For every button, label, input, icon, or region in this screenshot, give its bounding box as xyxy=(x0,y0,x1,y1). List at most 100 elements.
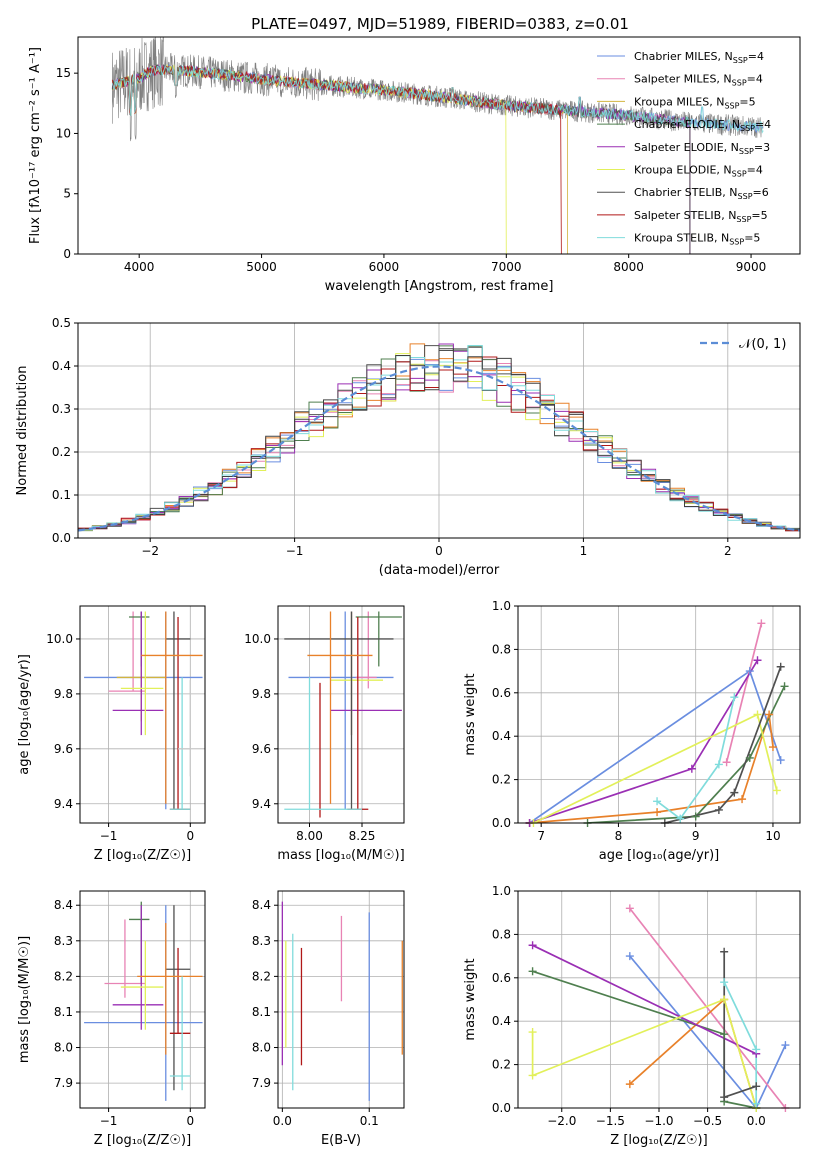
plot-area xyxy=(529,623,786,823)
legend-label: Kroupa MILES, NSSP=5 xyxy=(634,95,756,110)
axes-frame xyxy=(277,890,405,1109)
gaussian-curve xyxy=(78,365,800,532)
plot-area xyxy=(281,901,403,1101)
x-axis-label: age [log₁₀(age/yr)] xyxy=(599,848,720,863)
y-tick-label: 7.9 xyxy=(252,1076,271,1090)
y-tick-label: 9.4 xyxy=(54,797,73,811)
data-point xyxy=(720,995,729,1004)
y-axis-label: Flux [fλ10⁻¹⁷ erg cm⁻² s⁻¹ A⁻¹] xyxy=(28,47,43,244)
x-tick-label: −1 xyxy=(100,1114,118,1128)
y-tick-label: 0.5 xyxy=(52,316,71,330)
data-point xyxy=(691,812,700,821)
residual-histogram xyxy=(78,348,800,533)
y-tick-label: 8.4 xyxy=(54,898,73,912)
x-tick-label: −1 xyxy=(286,544,304,558)
data-point xyxy=(528,967,537,976)
x-tick-label: −1.0 xyxy=(644,1114,673,1128)
y-tick-label: 0.6 xyxy=(492,686,511,700)
y-tick-label: 8.3 xyxy=(54,934,73,948)
data-point xyxy=(776,662,785,671)
y-tick-label: 0.2 xyxy=(492,1058,511,1072)
weight-series xyxy=(656,696,736,820)
weight-series xyxy=(532,970,757,1108)
data-point xyxy=(625,1080,634,1089)
y-tick-label: 8.0 xyxy=(252,1041,271,1055)
data-point xyxy=(714,805,723,814)
y-tick-label: 8.3 xyxy=(252,934,271,948)
x-tick-label: 10 xyxy=(765,829,780,843)
legend-label: Chabrier STELIB, NSSP=6 xyxy=(634,186,769,201)
axes-frame xyxy=(517,890,801,1109)
y-axis-label: age [log₁₀(age/yr)] xyxy=(17,654,32,775)
y-tick-label: 0.4 xyxy=(492,729,511,743)
x-tick-label: 0.0 xyxy=(273,1114,292,1128)
data-point xyxy=(528,1071,537,1080)
data-point xyxy=(752,1082,761,1091)
y-tick-label: 10.0 xyxy=(46,632,73,646)
weight-series xyxy=(629,955,787,1108)
chart-weight_vs_age: 7 8 9 10 0.0 0.2 0.4 0.6 0.8 1.0 age [log₁₀(age/yr… xyxy=(463,599,801,863)
y-tick-label: 9.6 xyxy=(54,742,73,756)
data-point xyxy=(757,619,766,628)
x-tick-label: 1 xyxy=(580,544,588,558)
x-tick-label: 0 xyxy=(435,544,443,558)
data-point xyxy=(752,1099,761,1108)
data-point xyxy=(625,904,634,913)
chart-weight_vs_z: −2.0 −1.5 −1.0 −0.5 0.0 0.0 0.2 0.4 0.6 0.8 1.0 Z [… xyxy=(463,884,801,1148)
axes-frame xyxy=(77,322,801,539)
data-point xyxy=(722,758,731,767)
x-tick-label: 8.00 xyxy=(296,829,323,843)
x-axis-label: mass [log₁₀(M/M☉)] xyxy=(277,848,404,863)
x-axis-label: E(B-V) xyxy=(321,1133,361,1148)
y-tick-label: 10.0 xyxy=(244,632,271,646)
weight-series xyxy=(725,623,763,763)
x-axis-label: (data-model)/error xyxy=(379,563,500,578)
data-point xyxy=(745,753,754,762)
x-tick-label: 6000 xyxy=(369,260,400,274)
x-tick-label: 0.1 xyxy=(360,1114,379,1128)
legend-label: Salpeter STELIB, NSSP=5 xyxy=(634,209,768,224)
y-axis-label: mass weight xyxy=(463,673,478,755)
legend-label: Kroupa STELIB, NSSP=5 xyxy=(634,232,760,247)
y-tick-label: 0 xyxy=(63,247,71,261)
plot-area xyxy=(284,611,402,818)
x-tick-label: −2 xyxy=(141,544,159,558)
y-tick-label: 0.0 xyxy=(492,816,511,830)
x-tick-label: 7000 xyxy=(491,260,522,274)
data-point xyxy=(676,814,685,823)
y-tick-label: 8.4 xyxy=(252,898,271,912)
y-tick-label: 0.0 xyxy=(492,1101,511,1115)
x-tick-label: −2.0 xyxy=(547,1114,576,1128)
plot-area xyxy=(78,343,800,533)
legend-label: Chabrier ELODIE, NSSP=4 xyxy=(634,118,771,133)
y-tick-label: 1.0 xyxy=(492,884,511,898)
y-tick-label: 8.2 xyxy=(252,969,271,983)
axes-frame xyxy=(277,605,405,824)
x-axis-label: Z [log₁₀(Z/Z☉)] xyxy=(94,1133,191,1148)
y-tick-label: 0.0 xyxy=(52,531,71,545)
chart-age_vs_z: −1 0 9.4 9.6 9.8 10.0 Z [log₁₀(Z/Z☉)] age [log₁… xyxy=(17,605,206,863)
legend-label: Chabrier MILES, NSSP=4 xyxy=(634,50,764,65)
chart-age_vs_mass: 8.00 8.25 9.4 9.6 9.8 10.0 mass [log₁₀(M/M☉)] xyxy=(244,605,405,863)
data-point xyxy=(714,760,723,769)
data-point xyxy=(720,1030,729,1039)
data-point xyxy=(653,797,662,806)
model-spectrum xyxy=(111,65,562,254)
axes-frame xyxy=(79,605,206,824)
axes-frame xyxy=(79,890,206,1109)
data-point xyxy=(720,947,729,956)
data-point xyxy=(772,786,781,795)
y-tick-label: 0.4 xyxy=(492,1014,511,1028)
data-point xyxy=(720,1093,729,1102)
y-tick-label: 8.0 xyxy=(54,1041,73,1055)
x-tick-label: −1 xyxy=(100,829,118,843)
data-point xyxy=(730,788,739,797)
y-tick-label: 0.3 xyxy=(52,402,71,416)
weight-series xyxy=(629,907,787,1108)
weight-series xyxy=(723,981,758,1104)
y-tick-label: 8.1 xyxy=(54,1005,73,1019)
y-tick-label: 5 xyxy=(63,187,71,201)
data-point xyxy=(625,952,634,961)
data-point xyxy=(781,1041,790,1050)
y-axis-label: Normed distribution xyxy=(15,366,30,496)
